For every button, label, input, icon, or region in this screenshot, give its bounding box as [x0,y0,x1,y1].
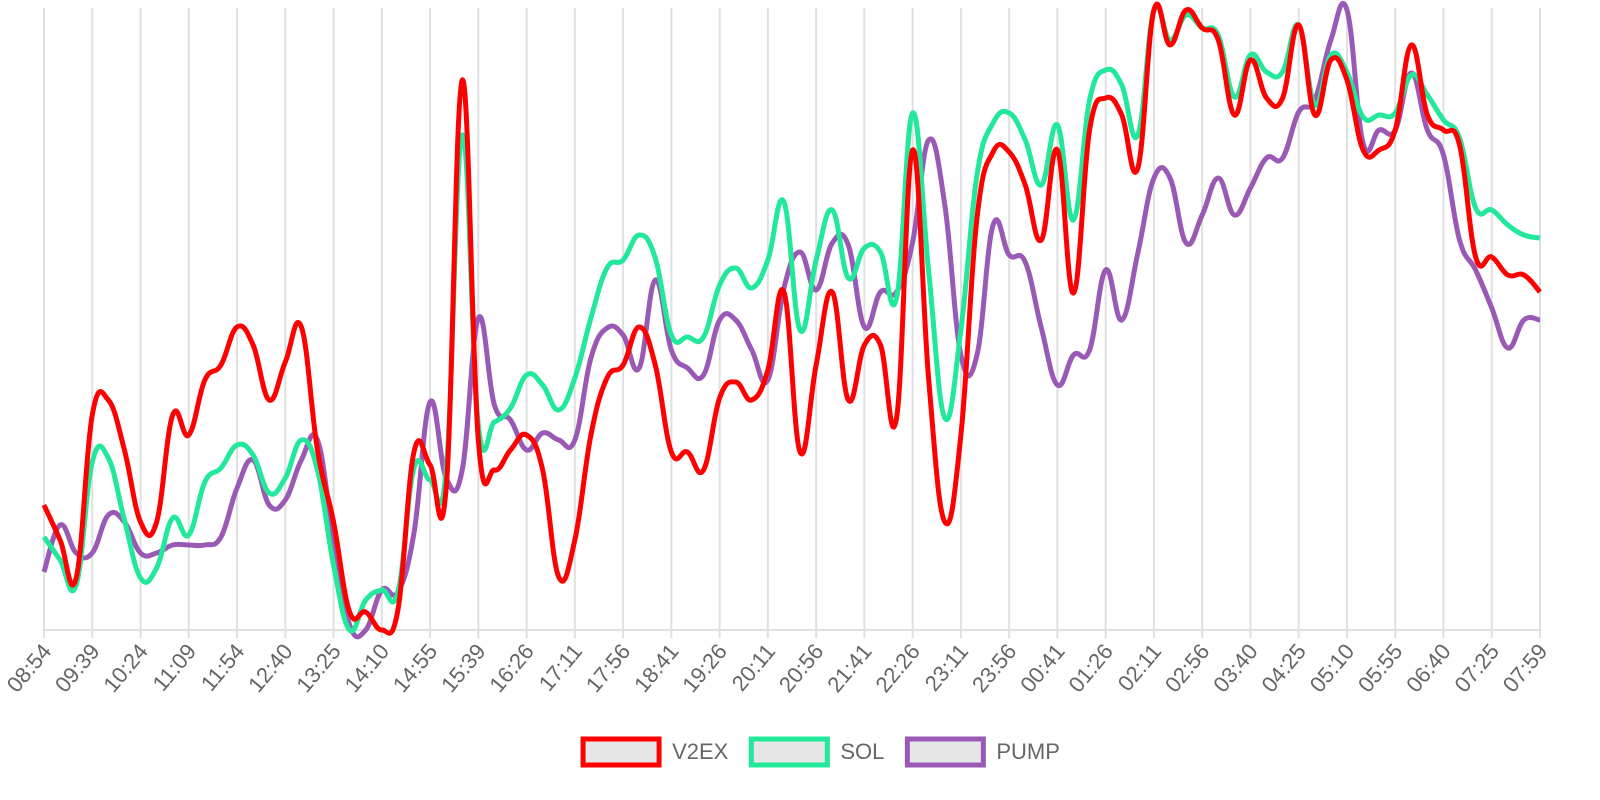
x-tick-label: 20:56 [774,639,829,697]
legend: V2EX SOL PUMP [580,736,1060,768]
line-series [41,3,1541,634]
x-tick-label: 05:55 [1353,639,1408,697]
x-tick-label: 19:26 [677,639,732,697]
legend-item: SOL [748,736,884,768]
x-tick-label: 05:10 [1305,639,1360,697]
x-tick-label: 06:40 [1401,639,1456,697]
legend-item: V2EX [580,736,729,768]
x-tick-label: 00:41 [1015,639,1070,697]
x-tick-label: 03:40 [1208,639,1263,697]
x-tick-label: 17:56 [581,639,636,697]
x-tick-label: 13:25 [291,639,346,697]
x-tick-label: 17:11 [534,639,587,696]
x-tick-label: 23:11 [920,639,973,696]
legend-swatch [904,736,986,768]
x-tick-label: 15:39 [436,639,491,697]
x-tick-label: 07:59 [1498,639,1553,697]
legend-label: V2EX [672,739,729,764]
x-tick-label: 20:11 [727,639,780,696]
x-tick-label: 11:09 [148,639,201,696]
x-tick-label: 22:26 [870,639,925,697]
legend-swatch [748,736,830,768]
x-tick-label: 14:55 [388,639,443,697]
x-tick-label: 09:39 [50,639,105,697]
line-series [41,0,1541,640]
x-tick-label: 18:41 [629,639,684,697]
x-tick-label: 01:26 [1063,639,1118,697]
x-tick-label: 21:41 [822,639,877,697]
legend-label: PUMP [996,739,1060,764]
x-tick-label: 11:54 [196,639,249,696]
x-tick-label: 12:40 [243,639,298,697]
x-tick-label: 23:56 [967,639,1022,697]
x-tick-label: 14:10 [340,639,395,697]
x-tick-label: 02:11 [1113,639,1166,696]
x-tick-label: 02:56 [1160,639,1215,697]
x-tick-label: 08:54 [2,639,57,697]
line-series [41,1,1542,636]
legend-label: SOL [840,739,884,764]
x-tick-label: 10:24 [98,639,153,697]
legend-swatch [580,736,662,768]
x-tick-label: 04:25 [1256,639,1311,697]
x-tick-label: 07:25 [1449,639,1504,697]
legend-item: PUMP [904,736,1060,768]
x-tick-label: 16:26 [484,639,539,697]
